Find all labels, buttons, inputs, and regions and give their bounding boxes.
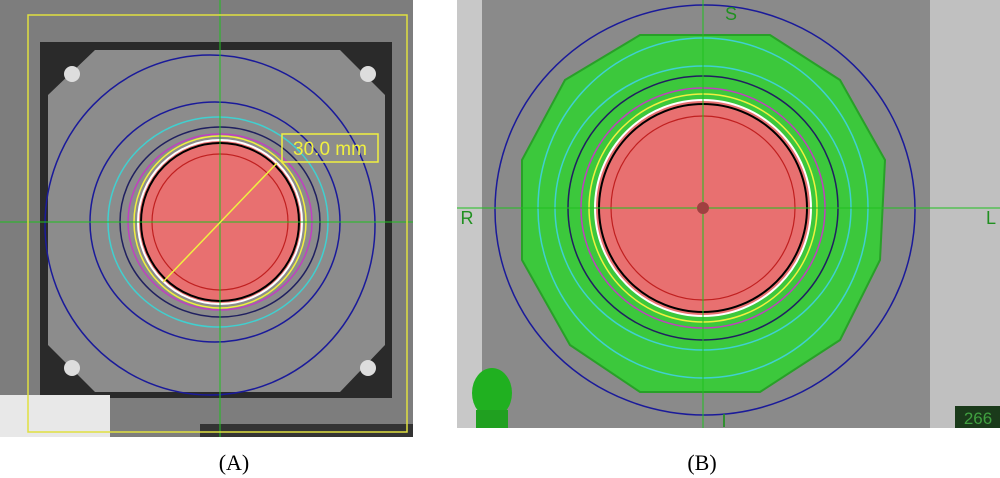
measurement: 30.0 mm <box>293 139 367 160</box>
orientation-right: L <box>986 208 996 228</box>
status-bar <box>200 424 413 437</box>
center <box>697 202 709 214</box>
slice-number: 266 <box>964 409 992 428</box>
caption: (A) <box>219 450 250 475</box>
marker <box>360 360 376 376</box>
orientation-bottom: I <box>721 411 726 431</box>
marker <box>360 66 376 82</box>
edge <box>930 0 1000 428</box>
measure-box <box>281 133 379 163</box>
artifact <box>0 395 110 437</box>
measure-line <box>162 162 278 283</box>
orientation-top: S <box>725 4 737 24</box>
orientation-left: R <box>461 208 474 228</box>
marker <box>64 360 80 376</box>
edge <box>457 0 482 428</box>
panel-a: 30.0 mm <box>0 0 413 437</box>
slice-box <box>955 406 1000 428</box>
head-icon <box>472 368 512 428</box>
panel-b: 266 S R L I <box>457 0 1000 431</box>
roi-box <box>27 14 408 433</box>
marker <box>64 66 80 82</box>
caption: (B) <box>687 450 716 475</box>
